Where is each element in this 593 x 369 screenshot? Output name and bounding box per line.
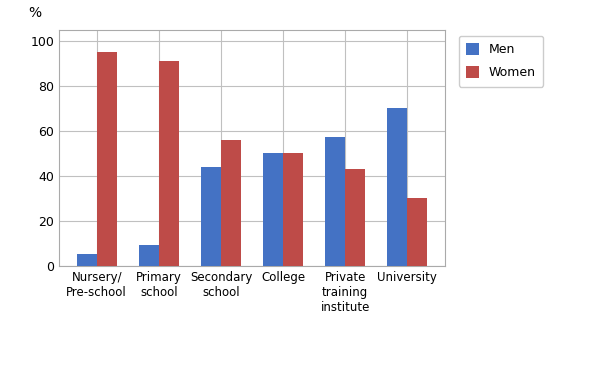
Bar (345, 169, 365, 266)
Bar (283, 153, 303, 266)
Bar (159, 61, 178, 266)
Bar (326, 138, 345, 266)
Bar (263, 153, 283, 266)
Legend: Men, Women: Men, Women (459, 36, 543, 87)
Bar (221, 140, 241, 266)
Text: %: % (28, 6, 42, 20)
Bar (407, 198, 427, 266)
Bar (387, 108, 407, 266)
Bar (201, 167, 221, 266)
Bar (97, 52, 117, 266)
Bar (77, 255, 97, 266)
Bar (139, 245, 159, 266)
